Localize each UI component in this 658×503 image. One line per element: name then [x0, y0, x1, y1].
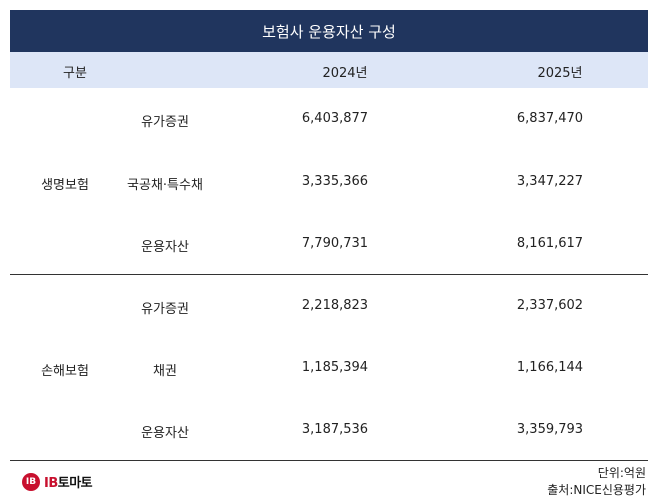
row-value-2025: 1,166,144 [516, 360, 584, 375]
row-value-2025: 3,347,227 [516, 174, 584, 189]
brand-logo: IB IB토마토 [22, 472, 93, 491]
row-value-2024: 2,218,823 [301, 298, 369, 313]
header-2025: 2025년 [537, 66, 583, 81]
row-item-label: 운용자산 [141, 426, 189, 441]
table-bottom-border [10, 460, 648, 461]
logo-text: IB토마토 [44, 472, 93, 491]
table-header-row: 구분 2024년 2025년 [10, 52, 648, 88]
source-note: 출처:NICE신용평가 [547, 483, 646, 497]
row-value-2024: 6,403,877 [301, 111, 369, 126]
row-item-label: 유가증권 [141, 302, 189, 317]
row-value-2024: 3,187,536 [301, 422, 369, 437]
row-item-label: 운용자산 [141, 240, 189, 255]
row-value-2025: 8,161,617 [516, 236, 584, 251]
header-category: 구분 [63, 66, 87, 81]
row-item-label: 유가증권 [141, 115, 189, 130]
row-item-label: 채권 [153, 364, 177, 379]
row-item-label: 국공채·특수채 [127, 178, 203, 193]
group-label-nonlife: 손해보험 [41, 364, 89, 379]
row-value-2025: 6,837,470 [516, 111, 584, 126]
group-divider [10, 274, 648, 275]
header-2024: 2024년 [322, 66, 368, 81]
row-value-2025: 3,359,793 [516, 422, 584, 437]
row-value-2024: 3,335,366 [301, 174, 369, 189]
logo-prefix: IB [44, 476, 58, 491]
row-value-2024: 1,185,394 [301, 360, 369, 375]
logo-mark-icon: IB [22, 472, 40, 491]
row-value-2025: 2,337,602 [516, 298, 584, 313]
row-value-2024: 7,790,731 [301, 236, 369, 251]
table-title: 보험사 운용자산 구성 [10, 10, 648, 52]
logo-suffix: 토마토 [57, 476, 93, 491]
unit-note: 단위:억원 [597, 466, 646, 480]
group-label-life: 생명보험 [41, 178, 89, 193]
